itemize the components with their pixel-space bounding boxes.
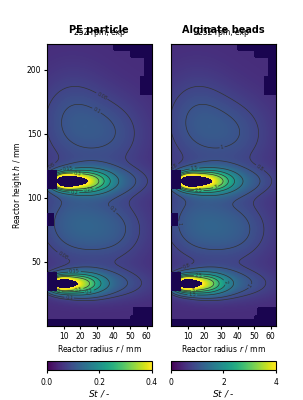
Text: 0.2: 0.2 (71, 190, 78, 195)
Text: 3: 3 (191, 288, 195, 293)
Text: 2: 2 (171, 182, 177, 186)
Text: 0.08: 0.08 (96, 91, 108, 101)
Text: 3: 3 (213, 184, 218, 190)
Text: 2.5: 2.5 (195, 188, 202, 193)
Bar (47, 272, 57, 291)
Bar (171, 170, 181, 189)
Title: PE particle: PE particle (69, 25, 129, 35)
Text: 0.1: 0.1 (92, 106, 101, 114)
Bar (47, 213, 54, 226)
Text: 0.8: 0.8 (170, 162, 179, 170)
Bar (264, 76, 277, 95)
X-axis label: Reactor radius $r$ / mm: Reactor radius $r$ / mm (181, 343, 266, 354)
Text: 252 rpm, exp: 252 rpm, exp (198, 28, 249, 37)
X-axis label: $St$ / -: $St$ / - (88, 388, 111, 399)
Text: 252 rpm, exp: 252 rpm, exp (74, 28, 125, 37)
Text: 2: 2 (222, 280, 228, 284)
Text: 1.5: 1.5 (190, 166, 198, 171)
Bar (47, 170, 57, 189)
Bar (171, 272, 181, 291)
Text: 0.8: 0.8 (255, 164, 265, 172)
Text: 0.08: 0.08 (57, 251, 69, 261)
Text: 1: 1 (248, 284, 253, 289)
Text: 0.25: 0.25 (49, 286, 62, 295)
Text: 0.15: 0.15 (69, 269, 80, 274)
Text: 2.5: 2.5 (195, 273, 203, 278)
Text: 0.1: 0.1 (65, 295, 73, 300)
Text: 0.08: 0.08 (44, 161, 56, 172)
Text: 1: 1 (220, 145, 224, 150)
Text: 0.15: 0.15 (63, 166, 74, 172)
Y-axis label: Reactor height $h$ / mm: Reactor height $h$ / mm (11, 141, 24, 229)
Text: 0.3: 0.3 (75, 286, 83, 292)
Text: 0.8: 0.8 (182, 262, 191, 270)
Bar (171, 213, 178, 226)
Bar (140, 76, 153, 95)
X-axis label: $St$ / -: $St$ / - (212, 388, 235, 399)
Text: 1: 1 (176, 222, 181, 225)
Text: 0.2: 0.2 (85, 288, 94, 295)
Text: 1.5: 1.5 (188, 292, 196, 298)
Text: 0.3: 0.3 (74, 171, 82, 176)
Title: Alginate beads: Alginate beads (182, 25, 265, 35)
Text: 0.1: 0.1 (108, 205, 117, 214)
X-axis label: Reactor radius $r$ / mm: Reactor radius $r$ / mm (57, 343, 142, 354)
Text: 0.25: 0.25 (83, 186, 95, 193)
